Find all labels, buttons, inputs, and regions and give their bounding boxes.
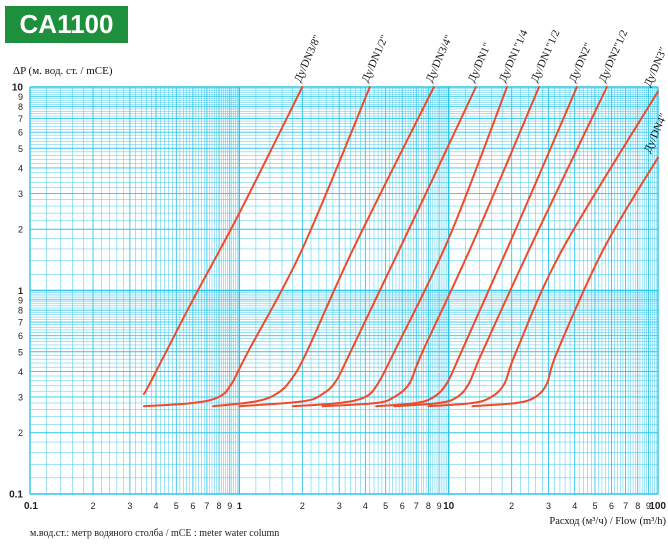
y-tick-label-15: 7: [18, 114, 23, 124]
x-tick-label-22: 5: [592, 501, 597, 511]
x-tick-label-6: 7: [204, 501, 209, 511]
x-tick-label-4: 5: [174, 501, 179, 511]
curve-label-2: Ду/DN3/4": [424, 33, 456, 84]
curves: [142, 86, 659, 408]
curve-label-3: Ду/DN1": [466, 41, 494, 84]
x-tick-label-12: 4: [363, 501, 368, 511]
x-tick-label-10: 2: [300, 501, 305, 511]
y-tick-label-9: 1: [18, 286, 23, 296]
curve-0: [142, 86, 304, 395]
y-tick-label-1: 2: [18, 428, 23, 438]
y-tick-label-11: 3: [18, 189, 23, 199]
x-tick-label-24: 7: [623, 501, 628, 511]
x-tick-label-18: 10: [443, 501, 455, 512]
y-tick-label-16: 8: [18, 102, 23, 112]
model-badge: CA1100: [5, 6, 128, 43]
x-tick-label-15: 7: [414, 501, 419, 511]
curve-4: [291, 86, 508, 408]
curve-8: [427, 90, 659, 408]
y-tick-label-7: 8: [18, 306, 23, 316]
x-tick-label-27: 100: [649, 501, 666, 512]
y-tick-label-6: 7: [18, 318, 23, 328]
x-tick-label-21: 4: [572, 501, 577, 511]
grid: [29, 86, 659, 495]
x-axis-label: Расход (м³/ч) / Flow (m³/h): [549, 516, 666, 527]
x-tick-label-14: 6: [400, 501, 405, 511]
footnote: м.вод.ст.: метр водяного столба / mCE : …: [30, 528, 280, 539]
curve-6: [375, 86, 578, 408]
x-tick-label-3: 4: [154, 501, 159, 511]
y-tick-label-5: 6: [18, 331, 23, 341]
y-tick-label-4: 5: [18, 347, 23, 357]
y-tick-label-12: 4: [18, 163, 23, 173]
y-tick-label-18: 10: [12, 83, 24, 94]
x-tick-label-8: 9: [227, 501, 232, 511]
y-tick-label-13: 5: [18, 144, 23, 154]
curve-3: [238, 86, 477, 408]
curve-label-8: Ду/DN3": [642, 46, 668, 89]
x-tick-label-26: 9: [646, 501, 651, 511]
x-tick-label-25: 8: [635, 501, 640, 511]
x-tick-label-16: 8: [426, 501, 431, 511]
y-tick-label-3: 4: [18, 367, 23, 377]
curve-5: [321, 86, 540, 408]
x-tick-label-1: 2: [91, 501, 96, 511]
y-tick-label-2: 3: [18, 392, 23, 402]
x-tick-label-23: 6: [609, 501, 614, 511]
x-tick-label-9: 1: [237, 501, 242, 511]
curve-label-1: Ду/DN1/2": [360, 33, 392, 84]
curve-label-4: Ду/DN1"1/4: [497, 28, 531, 84]
curve-label-0: Ду/DN3/8": [292, 33, 324, 84]
x-tick-label-2: 3: [127, 501, 132, 511]
curve-2: [212, 86, 435, 408]
x-tick-label-7: 8: [217, 501, 222, 511]
x-tick-label-5: 6: [190, 501, 195, 511]
y-tick-label-17: 9: [18, 92, 23, 102]
x-tick-label-0: 0.1: [24, 501, 38, 512]
y-tick-label-14: 6: [18, 128, 23, 138]
x-tick-label-20: 3: [546, 501, 551, 511]
curve-7: [393, 86, 608, 408]
y-axis-label: ΔP (м. вод. ст. / mCE): [13, 65, 113, 77]
x-tick-label-17: 9: [437, 501, 442, 511]
x-tick-label-11: 3: [337, 501, 342, 511]
x-tick-label-19: 2: [509, 501, 514, 511]
curve-1: [142, 86, 371, 408]
y-tick-label-8: 9: [18, 295, 23, 305]
curve-label-6: Ду/DN2": [567, 41, 595, 84]
curve-label-5: Ду/DN1"1/2: [529, 28, 563, 84]
curve-label-7: Ду/DN2"1/2: [597, 28, 631, 84]
y-tick-label-10: 2: [18, 225, 23, 235]
x-tick-label-13: 5: [383, 501, 388, 511]
curve-9: [471, 156, 659, 408]
y-tick-label-0: 0.1: [9, 490, 23, 501]
